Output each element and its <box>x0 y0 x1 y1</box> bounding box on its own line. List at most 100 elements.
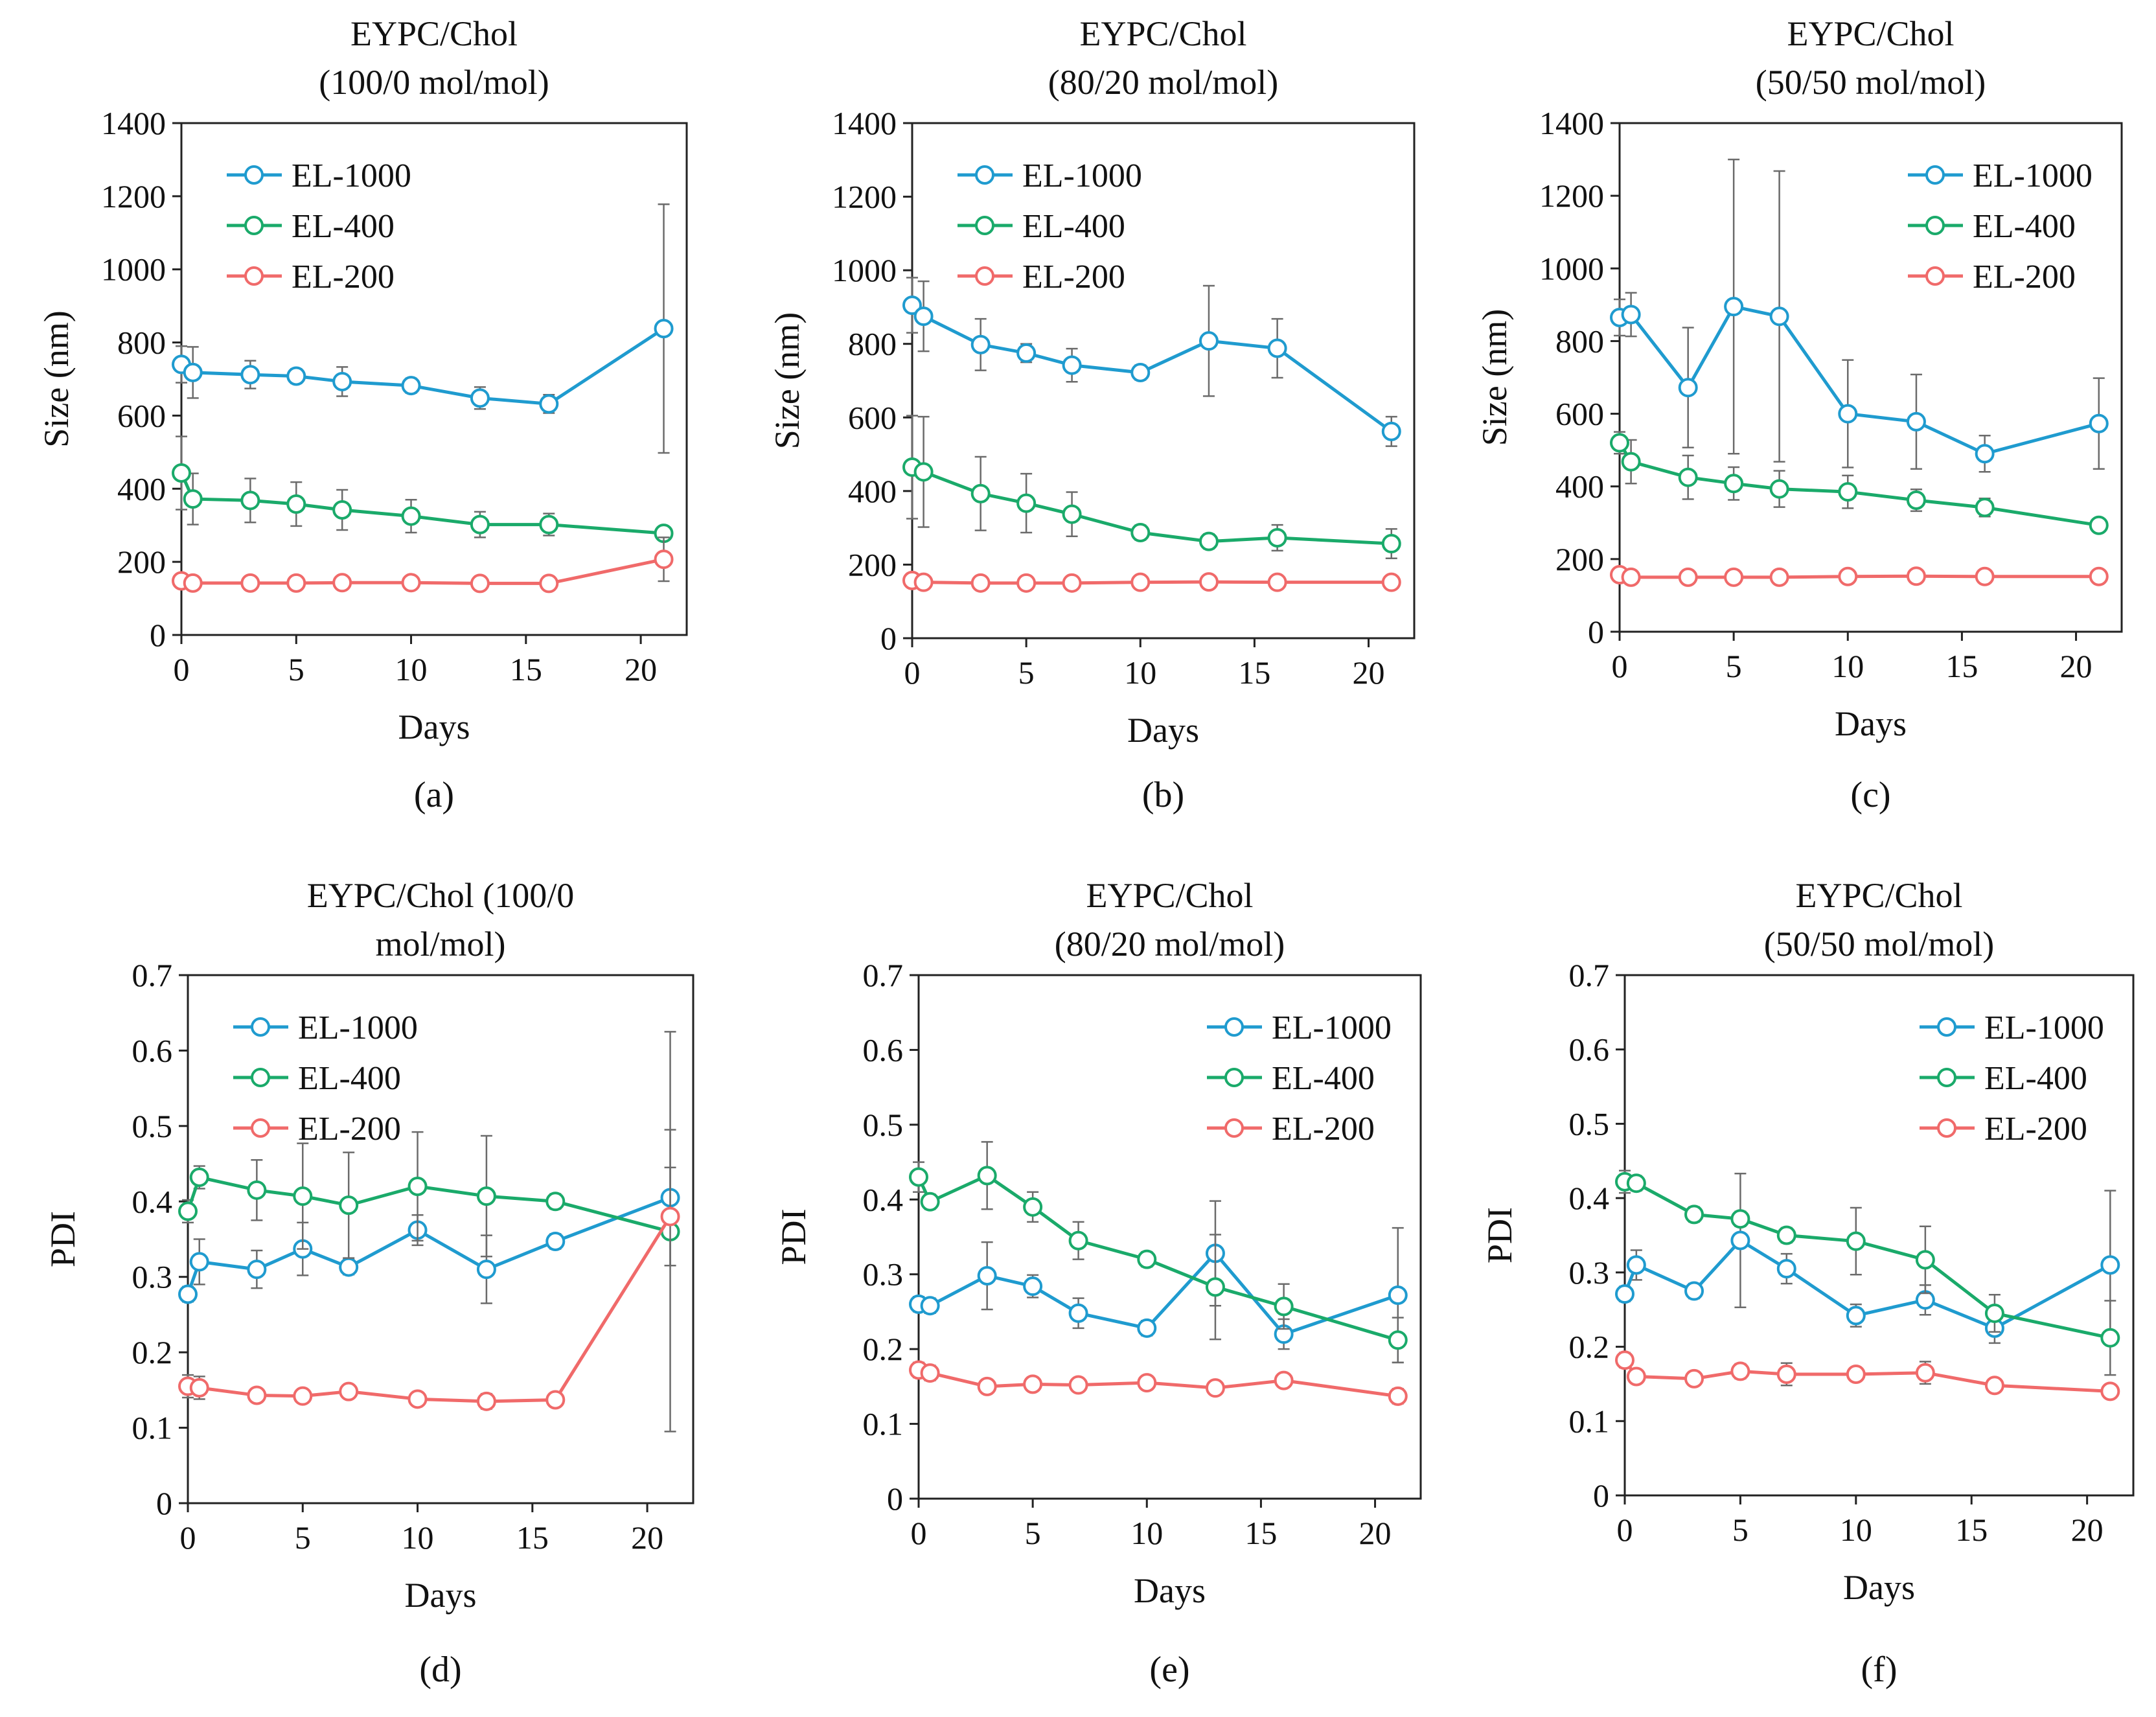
x-tick-label: 0 <box>1617 1512 1633 1548</box>
legend: EL-1000 EL-400 EL-200 <box>1207 1009 1392 1147</box>
legend-label: EL-400 <box>1272 1060 1375 1097</box>
data-point <box>1626 1255 1646 1275</box>
legend-label: EL-400 <box>292 208 395 245</box>
chart-panel-c: EYPC/Chol(50/50 mol/mol)0200400600800100… <box>1475 14 2123 815</box>
series-el-200 <box>909 1360 1408 1406</box>
series-el-1000 <box>909 1200 1408 1364</box>
y-tick-label: 0.6 <box>863 1031 904 1068</box>
y-tick-label: 0 <box>1593 1477 1609 1514</box>
data-point <box>332 573 352 593</box>
chart-title-line: (100/0 mol/mol) <box>319 63 549 102</box>
data-point <box>977 1266 997 1286</box>
y-tick-label: 400 <box>117 470 166 507</box>
data-point <box>293 1386 313 1406</box>
data-point <box>1975 566 1995 586</box>
data-point <box>970 483 991 503</box>
chart-panel-f: EYPC/Chol (50/50 mol/mol) 0 0.1 0.2 0.3 0.4 0.5… <box>1480 876 2135 1690</box>
y-tick-label: 400 <box>1555 468 1604 505</box>
data-point <box>1267 527 1287 547</box>
series-el-200 <box>1610 564 2109 587</box>
series-el-200 <box>172 536 674 593</box>
y-tick-label: 600 <box>117 397 166 433</box>
x-tick-label: 10 <box>402 1519 434 1556</box>
legend-swatch-marker <box>975 216 994 235</box>
data-point <box>401 506 421 526</box>
y-tick-label: 1200 <box>1539 178 1604 214</box>
data-point <box>1915 1250 1935 1270</box>
data-point <box>1615 1350 1634 1370</box>
data-point <box>332 500 352 520</box>
data-point <box>339 1257 359 1277</box>
y-tick-label: 0.4 <box>863 1181 904 1217</box>
x-tick-label: 20 <box>625 651 657 687</box>
data-point <box>1137 1249 1157 1269</box>
series-el-1000 <box>1610 158 2109 473</box>
legend-swatch-marker <box>1224 1017 1244 1037</box>
data-point <box>1388 1330 1408 1350</box>
y-tick-label: 1400 <box>832 105 897 141</box>
data-point <box>183 489 203 509</box>
data-point <box>286 494 306 514</box>
data-point <box>1130 572 1151 592</box>
data-point <box>539 514 559 535</box>
data-point <box>2089 413 2109 433</box>
panel-label: (f) <box>1861 1650 1898 1690</box>
data-point <box>2089 566 2109 586</box>
data-point <box>1769 567 1789 587</box>
x-axis-label: Days <box>1843 1568 1915 1607</box>
data-point <box>240 573 260 593</box>
chart-title-line: EYPC/Chol <box>1086 876 1253 915</box>
x-tick-label: 5 <box>1726 648 1742 684</box>
chart-title-line: (50/50 mol/mol) <box>1756 63 1986 102</box>
series-el-400 <box>1615 1170 2120 1376</box>
data-point <box>1776 1365 1796 1385</box>
data-point <box>977 1376 997 1396</box>
y-tick-label: 200 <box>848 546 897 582</box>
data-point <box>1198 331 1219 351</box>
x-axis-label: Days <box>1127 711 1199 750</box>
x-tick-label: 20 <box>631 1519 663 1556</box>
data-point <box>977 1166 997 1186</box>
data-point <box>1388 1285 1408 1306</box>
y-tick-label: 1000 <box>1539 250 1604 286</box>
panel-label: (b) <box>1142 775 1184 815</box>
y-tick-label: 0.1 <box>1569 1403 1610 1439</box>
legend-swatch-marker <box>1937 1017 1956 1037</box>
panel-label: (d) <box>419 1650 461 1690</box>
series-el-400 <box>909 1141 1408 1364</box>
legend: EL-1000 EL-400 EL-200 <box>227 157 411 295</box>
x-axis-label: Days <box>1835 704 1907 743</box>
chart-title-line: (50/50 mol/mol) <box>1764 925 1994 963</box>
data-point <box>189 1252 209 1272</box>
data-point <box>1062 504 1082 524</box>
y-tick-label: 0 <box>156 1485 172 1521</box>
data-point <box>654 319 674 339</box>
legend-label: EL-200 <box>298 1111 401 1147</box>
data-point <box>920 1192 940 1212</box>
data-point <box>2100 1328 2120 1348</box>
series-el-400 <box>1610 431 2109 535</box>
legend-swatch-marker <box>251 1118 270 1138</box>
y-tick-label: 0.2 <box>132 1334 173 1370</box>
chart-title-line: (80/20 mol/mol) <box>1055 925 1285 963</box>
legend-label: EL-400 <box>298 1060 401 1097</box>
data-point <box>1846 1306 1866 1326</box>
y-tick-label: 0.6 <box>132 1032 173 1068</box>
data-point <box>1137 1373 1157 1393</box>
y-tick-label: 0 <box>887 1481 903 1517</box>
legend: EL-1000 EL-400 EL-200 <box>233 1009 418 1147</box>
y-tick-label: 0.5 <box>863 1107 904 1143</box>
x-tick-label: 15 <box>510 651 542 687</box>
series-el-1000 <box>172 203 674 454</box>
data-point <box>339 1381 359 1401</box>
legend-label: EL-200 <box>1973 259 2076 295</box>
x-tick-label: 10 <box>1831 648 1864 684</box>
data-point <box>1621 452 1641 472</box>
data-point <box>178 1201 198 1221</box>
data-point <box>2100 1255 2120 1275</box>
data-point <box>1906 566 1926 586</box>
data-point <box>1023 1374 1043 1394</box>
data-point <box>545 1192 566 1212</box>
y-axis-label: Size (nm) <box>768 312 807 449</box>
data-point <box>1915 1363 1935 1383</box>
